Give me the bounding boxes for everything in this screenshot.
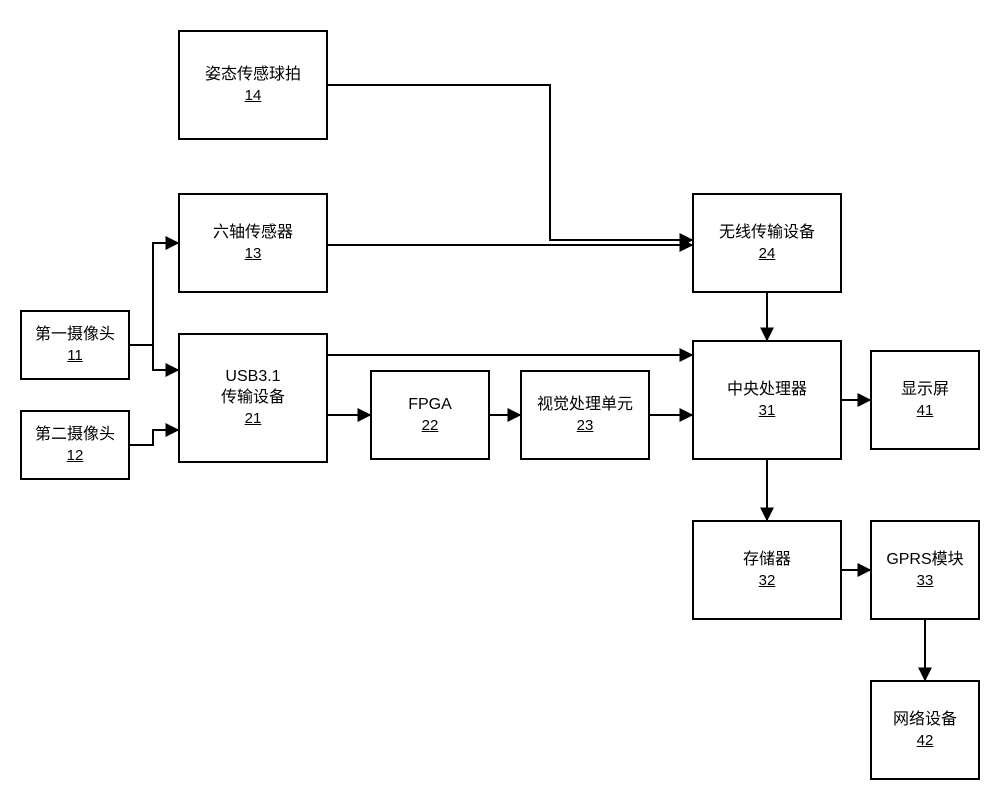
node-label: 六轴传感器 xyxy=(213,223,293,244)
node-number: 42 xyxy=(917,731,934,751)
node-n12: 第二摄像头12 xyxy=(20,410,130,480)
node-number: 33 xyxy=(917,571,934,591)
node-label: 无线传输设备 xyxy=(719,223,815,244)
node-n24: 无线传输设备24 xyxy=(692,193,842,293)
node-label: FPGA xyxy=(408,395,452,416)
edges-layer xyxy=(0,0,1000,810)
edge-n11-n21 xyxy=(130,345,178,370)
node-label: 第一摄像头 xyxy=(35,325,115,346)
node-n41: 显示屏41 xyxy=(870,350,980,450)
edge-n11-n13 xyxy=(130,243,178,345)
node-number: 31 xyxy=(759,401,776,421)
node-number: 22 xyxy=(422,416,439,436)
node-number: 14 xyxy=(245,86,262,106)
node-n33: GPRS模块33 xyxy=(870,520,980,620)
node-number: 13 xyxy=(245,244,262,264)
node-n32: 存储器32 xyxy=(692,520,842,620)
node-n31: 中央处理器31 xyxy=(692,340,842,460)
node-number: 41 xyxy=(917,401,934,421)
node-label: 姿态传感球拍 xyxy=(205,65,301,86)
diagram-canvas: 姿态传感球拍14 六轴传感器13 第一摄像头11 第二摄像头12 USB3.1 传输设备… xyxy=(0,0,1000,810)
node-number: 12 xyxy=(67,446,84,466)
edge-n12-n21 xyxy=(130,430,178,445)
node-label: 中央处理器 xyxy=(727,380,807,401)
node-label: 存储器 xyxy=(743,550,791,571)
node-number: 21 xyxy=(245,409,262,429)
node-label: 视觉处理单元 xyxy=(537,395,633,416)
node-label: 显示屏 xyxy=(901,380,949,401)
node-n22: FPGA22 xyxy=(370,370,490,460)
node-label: 网络设备 xyxy=(893,710,957,731)
node-n23: 视觉处理单元23 xyxy=(520,370,650,460)
node-n42: 网络设备42 xyxy=(870,680,980,780)
node-n11: 第一摄像头11 xyxy=(20,310,130,380)
node-number: 23 xyxy=(577,416,594,436)
node-n14: 姿态传感球拍14 xyxy=(178,30,328,140)
node-number: 11 xyxy=(67,346,83,366)
node-n13: 六轴传感器13 xyxy=(178,193,328,293)
node-label: 第二摄像头 xyxy=(35,425,115,446)
node-label: USB3.1 传输设备 xyxy=(221,367,285,409)
node-n21: USB3.1 传输设备21 xyxy=(178,333,328,463)
node-label: GPRS模块 xyxy=(886,550,963,571)
node-number: 32 xyxy=(759,571,776,591)
node-number: 24 xyxy=(759,244,776,264)
edge-n14-n24 xyxy=(328,85,692,240)
